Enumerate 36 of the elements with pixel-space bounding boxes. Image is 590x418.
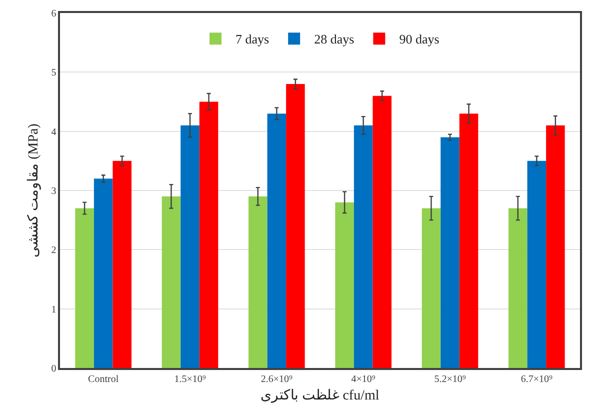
y-tick-label: 6: [51, 8, 56, 20]
bar: [422, 208, 441, 368]
bar: [75, 208, 94, 368]
bar: [94, 178, 113, 368]
bar: [527, 160, 546, 368]
bar: [459, 114, 478, 368]
x-axis-title: غلظت باکتری cfu/ml: [260, 388, 380, 404]
bar: [354, 125, 373, 368]
y-axis-title: مقاومت کششی (MPa): [26, 123, 42, 258]
x-tick-label: 6.7×10⁹: [520, 374, 553, 385]
legend-label: 90 days: [399, 32, 440, 47]
bar: [546, 125, 565, 368]
y-tick-label: 0: [51, 364, 56, 374]
y-tick-label: 1: [51, 304, 56, 316]
legend-label: 28 days: [314, 32, 354, 47]
bar: [372, 96, 392, 368]
bar: [112, 160, 132, 368]
x-tick-label: 5.2×10⁹: [434, 374, 466, 385]
legend-label: 7 days: [236, 32, 270, 47]
y-tick-label: 2: [51, 245, 56, 256]
y-tick-label: 3: [51, 186, 56, 197]
bar: [248, 196, 268, 368]
x-tick-label: 2.6×10⁹: [260, 374, 293, 385]
x-tick-label: Control: [88, 374, 119, 385]
y-tick-label: 5: [51, 68, 56, 79]
bar: [267, 114, 286, 368]
bar: [162, 196, 181, 368]
x-tick-label: 1.5×10⁹: [174, 374, 206, 385]
bar: [440, 137, 460, 368]
bar: [180, 125, 200, 368]
bar: [335, 202, 354, 368]
bar: [508, 208, 528, 368]
bar: [286, 84, 305, 368]
x-tick-label: 4×10⁹: [351, 374, 376, 385]
y-tick-label: 4: [51, 126, 56, 138]
bar: [199, 102, 218, 368]
